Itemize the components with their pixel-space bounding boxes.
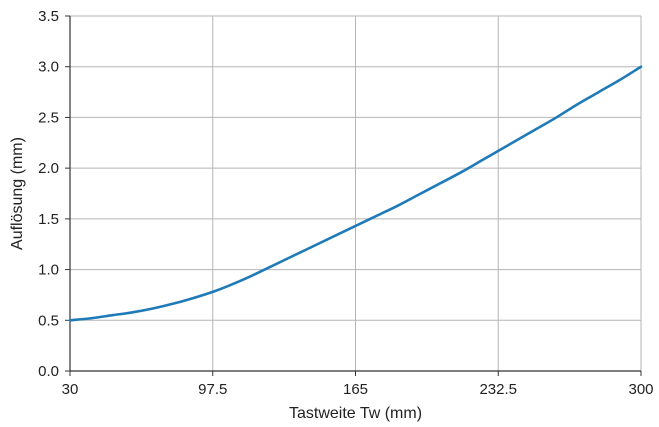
axes	[65, 15, 642, 376]
y-tick-label: 3.0	[38, 59, 59, 76]
y-tick-label: 1.5	[38, 211, 59, 228]
y-tick-label: 1.0	[38, 262, 59, 279]
y-tick-label: 0.0	[38, 363, 59, 380]
y-tick-label: 2.0	[38, 160, 59, 177]
y-tick-label: 3.5	[38, 8, 59, 25]
grid	[70, 15, 642, 371]
x-tick-label: 165	[343, 381, 368, 398]
series-line	[68, 65, 643, 322]
x-tick-label: 300	[628, 381, 653, 398]
series-layer	[68, 65, 643, 322]
x-tick-label: 97.5	[198, 381, 227, 398]
x-axis-label: Tastweite Tw (mm)	[289, 405, 422, 422]
y-tick-label: 2.5	[38, 109, 59, 126]
x-tick-label: 232.5	[479, 381, 517, 398]
y-tick-label: 0.5	[38, 312, 59, 329]
y-axis-label: Auflösung (mm)	[9, 137, 26, 250]
x-tick-label: 30	[62, 381, 79, 398]
tick-labels: 0.0 0.5 1.0 1.5 2.0 2.5 3.0 3.5 30 97.5 165 232.5 30…	[38, 8, 653, 398]
